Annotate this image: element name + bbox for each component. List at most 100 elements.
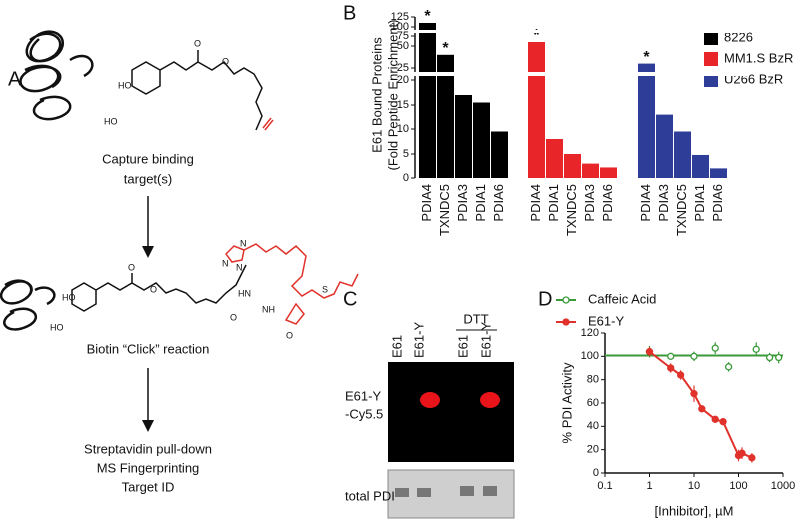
y-tick-label: 60: [587, 397, 599, 409]
atom-label: HO: [62, 292, 76, 302]
x-axis-label: [Inhibitor], µM: [654, 503, 733, 518]
y-axis-label: (Fold Peptide Enrichment): [385, 19, 400, 170]
atom-label: HN: [238, 288, 251, 298]
x-tick-label: PDIA4: [638, 184, 653, 222]
y-tick-label: 50: [397, 40, 409, 52]
y-tick-label: 20: [397, 74, 409, 86]
y-tick-label: 100: [581, 350, 599, 362]
x-tick-label: TXNDC5: [674, 184, 689, 236]
data-point: [667, 352, 675, 360]
y-tick-label: 5: [403, 148, 409, 160]
lane-label: E61-Y: [478, 322, 493, 358]
legend-marker: [562, 296, 570, 304]
x-tick-label: PDIA3: [582, 184, 597, 222]
gel-band: [420, 392, 440, 408]
data-point: [667, 364, 675, 372]
bar: [546, 139, 563, 178]
step-text: Target ID: [122, 479, 175, 494]
x-tick-label: 0.1: [597, 480, 612, 492]
legend-swatch: [704, 73, 718, 87]
y-tick-label: 0: [593, 467, 599, 479]
lane-label: E61: [389, 335, 404, 358]
bar: [638, 63, 655, 178]
atom-label: HO: [50, 322, 64, 332]
bar: [656, 114, 673, 178]
atom-label: O: [230, 312, 237, 322]
y-tick-label: 10: [397, 123, 409, 135]
bar: [564, 154, 581, 178]
y-tick-label: 25: [397, 62, 409, 74]
y-tick-label: 75: [397, 30, 409, 42]
panel-label: A: [8, 68, 22, 90]
gel-band: [417, 488, 431, 497]
axis-break: [409, 30, 749, 33]
data-point: [719, 418, 727, 426]
bar: [600, 167, 617, 178]
panel-label: B: [343, 2, 356, 24]
x-tick-label: PDIA4: [419, 184, 434, 222]
fluorescence-gel: [388, 362, 514, 462]
legend-swatch: [704, 52, 718, 66]
x-tick-label: 1000: [771, 480, 795, 492]
data-point: [775, 353, 783, 362]
arrow-head: [142, 246, 154, 258]
x-tick-label: PDIA4: [528, 184, 543, 222]
x-tick-label: PDIA6: [600, 184, 615, 222]
x-tick-label: PDIA3: [656, 184, 671, 222]
lane-label: E61-Y: [411, 322, 426, 358]
significance-mark: *: [643, 49, 650, 66]
x-tick-label: 100: [729, 480, 747, 492]
bar: [419, 23, 436, 178]
significance-mark: *: [424, 8, 431, 25]
x-tick-label: TXNDC5: [564, 184, 579, 236]
arrow-head: [142, 420, 154, 432]
data-point: [676, 371, 685, 379]
data-point: [748, 454, 756, 462]
x-tick-label: 10: [688, 480, 700, 492]
atom-label: O: [150, 284, 157, 294]
bar: [582, 163, 599, 178]
step-text: Streptavidin pull-down: [84, 441, 212, 456]
lane-label: E61: [455, 335, 470, 358]
bar: [437, 54, 454, 178]
y-tick-label: 40: [587, 420, 599, 432]
data-point: [711, 344, 719, 352]
panel-label: C: [343, 288, 357, 310]
panel-label: D: [538, 288, 552, 310]
legend-label: 8226: [724, 29, 753, 44]
y-tick-label: 120: [581, 327, 599, 339]
bar: [528, 42, 545, 178]
atom-label: O: [286, 330, 293, 340]
y-tick-label: 80: [587, 374, 599, 386]
y-axis-label: % PDI Activity: [559, 362, 574, 443]
bar: [473, 102, 490, 178]
legend-marker: [562, 318, 570, 326]
data-point: [738, 449, 746, 457]
step-text: Capture binding: [102, 151, 194, 166]
atom-label: O: [128, 262, 135, 272]
y-tick-label: 15: [397, 99, 409, 111]
x-tick-label: PDIA1: [692, 184, 707, 222]
gel-band: [460, 486, 474, 496]
data-point: [698, 405, 706, 413]
step-text: Biotin “Click” reaction: [87, 341, 210, 356]
legend-label: E61-Y: [588, 313, 624, 328]
bar: [692, 154, 709, 178]
atom-label: N: [236, 262, 243, 272]
bar: [710, 168, 727, 178]
x-tick-label: TXNDC5: [437, 184, 452, 236]
y-tick-label: 125: [391, 11, 409, 23]
significance-mark: *: [533, 27, 540, 44]
axis-break: [409, 72, 749, 76]
atom-label: NH: [262, 304, 275, 314]
legend-label: MM1.S BzR: [724, 50, 793, 65]
x-tick-label: 1: [646, 480, 652, 492]
significance-mark: *: [442, 40, 449, 57]
data-point: [645, 348, 654, 356]
gel-band: [483, 486, 497, 496]
gel-band: [395, 488, 409, 497]
atom-label: O: [194, 38, 201, 48]
data-point: [765, 353, 774, 362]
data-point: [690, 390, 698, 398]
data-point: [752, 345, 760, 353]
